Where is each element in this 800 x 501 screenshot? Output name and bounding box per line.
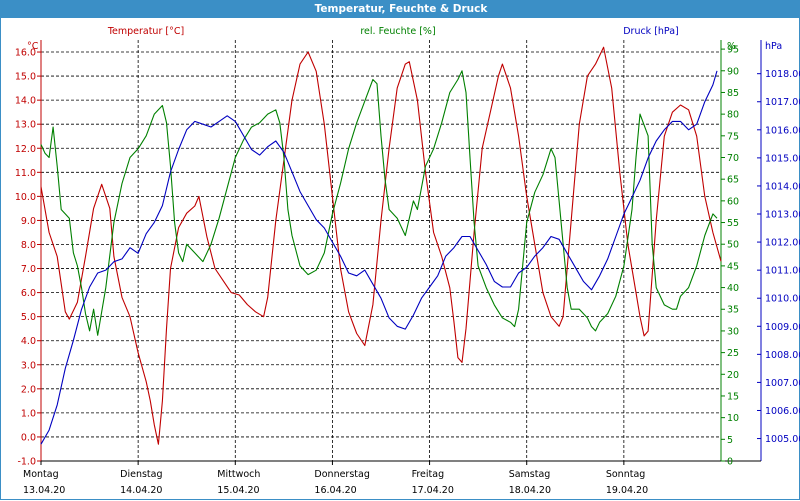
temperature-tick-label: 4.0 xyxy=(21,336,36,347)
humidity-tick-label: 90 xyxy=(727,66,739,77)
temperature-tick-label: 9.0 xyxy=(21,216,36,227)
pressure-tick-label: 1009.000 xyxy=(765,322,800,333)
series-line-humidity xyxy=(40,70,718,336)
temperature-unit-label: °C xyxy=(27,41,39,52)
humidity-tick-label: 45 xyxy=(727,261,739,272)
pressure-tick-label: 1012.000 xyxy=(765,238,800,249)
x-tick-label-date: 14.04.20 xyxy=(120,485,162,496)
humidity-unit-label: % xyxy=(727,41,736,52)
x-tick-label-day: Freitag xyxy=(412,469,445,480)
x-tick-label-date: 19.04.20 xyxy=(606,485,648,496)
series-line-pressure xyxy=(40,70,718,445)
temperature-tick-label: 1.0 xyxy=(21,408,36,419)
temperature-tick-label: 8.0 xyxy=(21,240,36,251)
window-title: Temperatur, Feuchte & Druck xyxy=(1,1,800,18)
humidity-tick-label: 40 xyxy=(727,283,739,294)
temperature-tick-label: 16.0 xyxy=(15,48,36,59)
pressure-tick-label: 1006.000 xyxy=(765,406,800,417)
humidity-tick-label: 80 xyxy=(727,110,739,121)
temperature-tick-label: 6.0 xyxy=(21,288,36,299)
pressure-tick-label: 1005.000 xyxy=(765,434,800,445)
humidity-tick-label: 15 xyxy=(727,391,739,402)
x-tick-label-day: Montag xyxy=(23,469,59,480)
temperature-tick-label: 14.0 xyxy=(15,96,36,107)
temperature-tick-label: 15.0 xyxy=(15,72,36,83)
x-tick-label-date: 17.04.20 xyxy=(412,485,454,496)
pressure-tick-label: 1011.000 xyxy=(765,266,800,277)
temperature-tick-label: 10.0 xyxy=(15,192,36,203)
humidity-tick-label: 10 xyxy=(727,413,739,424)
pressure-unit-label: hPa xyxy=(765,41,782,52)
temperature-tick-label: 5.0 xyxy=(21,312,36,323)
humidity-tick-label: 35 xyxy=(727,305,739,316)
pressure-tick-label: 1014.000 xyxy=(765,181,800,192)
temperature-tick-label: 11.0 xyxy=(15,168,36,179)
legend-label: rel. Feuchte [%] xyxy=(360,26,435,37)
humidity-tick-label: 20 xyxy=(727,370,739,381)
humidity-tick-label: 65 xyxy=(727,175,739,186)
temperature-tick-label: 12.0 xyxy=(15,144,36,155)
humidity-tick-label: 60 xyxy=(727,196,739,207)
x-tick-label-date: 15.04.20 xyxy=(217,485,259,496)
humidity-tick-label: 95 xyxy=(727,45,739,56)
x-tick-label-day: Dienstag xyxy=(120,469,162,480)
pressure-tick-label: 1015.000 xyxy=(765,153,800,164)
pressure-tick-label: 1013.000 xyxy=(765,210,800,221)
x-tick-label-day: Sonntag xyxy=(606,469,645,480)
pressure-tick-label: 1018.000 xyxy=(765,69,800,80)
humidity-tick-label: 25 xyxy=(727,348,739,359)
x-tick-label-day: Donnerstag xyxy=(314,469,369,480)
humidity-tick-label: 55 xyxy=(727,218,739,229)
humidity-tick-label: 85 xyxy=(727,88,739,99)
temperature-tick-label: -1.0 xyxy=(17,457,36,468)
temperature-tick-label: 0.0 xyxy=(21,432,36,443)
x-tick-label-day: Samstag xyxy=(509,469,551,480)
temperature-tick-label: 13.0 xyxy=(15,120,36,131)
temperature-tick-label: 7.0 xyxy=(21,264,36,275)
x-tick-label-date: 18.04.20 xyxy=(509,485,551,496)
x-tick-label-day: Mittwoch xyxy=(217,469,260,480)
pressure-tick-label: 1016.000 xyxy=(765,125,800,136)
humidity-tick-label: 5 xyxy=(727,435,733,446)
pressure-tick-label: 1008.000 xyxy=(765,350,800,361)
humidity-tick-label: 75 xyxy=(727,131,739,142)
humidity-tick-label: 50 xyxy=(727,240,739,251)
x-tick-label-date: 13.04.20 xyxy=(23,485,65,496)
pressure-tick-label: 1017.000 xyxy=(765,97,800,108)
legend-label: Temperatur [°C] xyxy=(107,26,184,37)
humidity-tick-label: 0 xyxy=(727,457,733,468)
pressure-tick-label: 1007.000 xyxy=(765,378,800,389)
series-line-temperature xyxy=(40,46,722,445)
x-tick-label-date: 16.04.20 xyxy=(314,485,356,496)
humidity-tick-label: 30 xyxy=(727,326,739,337)
pressure-tick-label: 1010.000 xyxy=(765,294,800,305)
humidity-tick-label: 70 xyxy=(727,153,739,164)
temperature-tick-label: 3.0 xyxy=(21,360,36,371)
temperature-tick-label: 2.0 xyxy=(21,384,36,395)
legend-label: Druck [hPa] xyxy=(623,26,679,37)
